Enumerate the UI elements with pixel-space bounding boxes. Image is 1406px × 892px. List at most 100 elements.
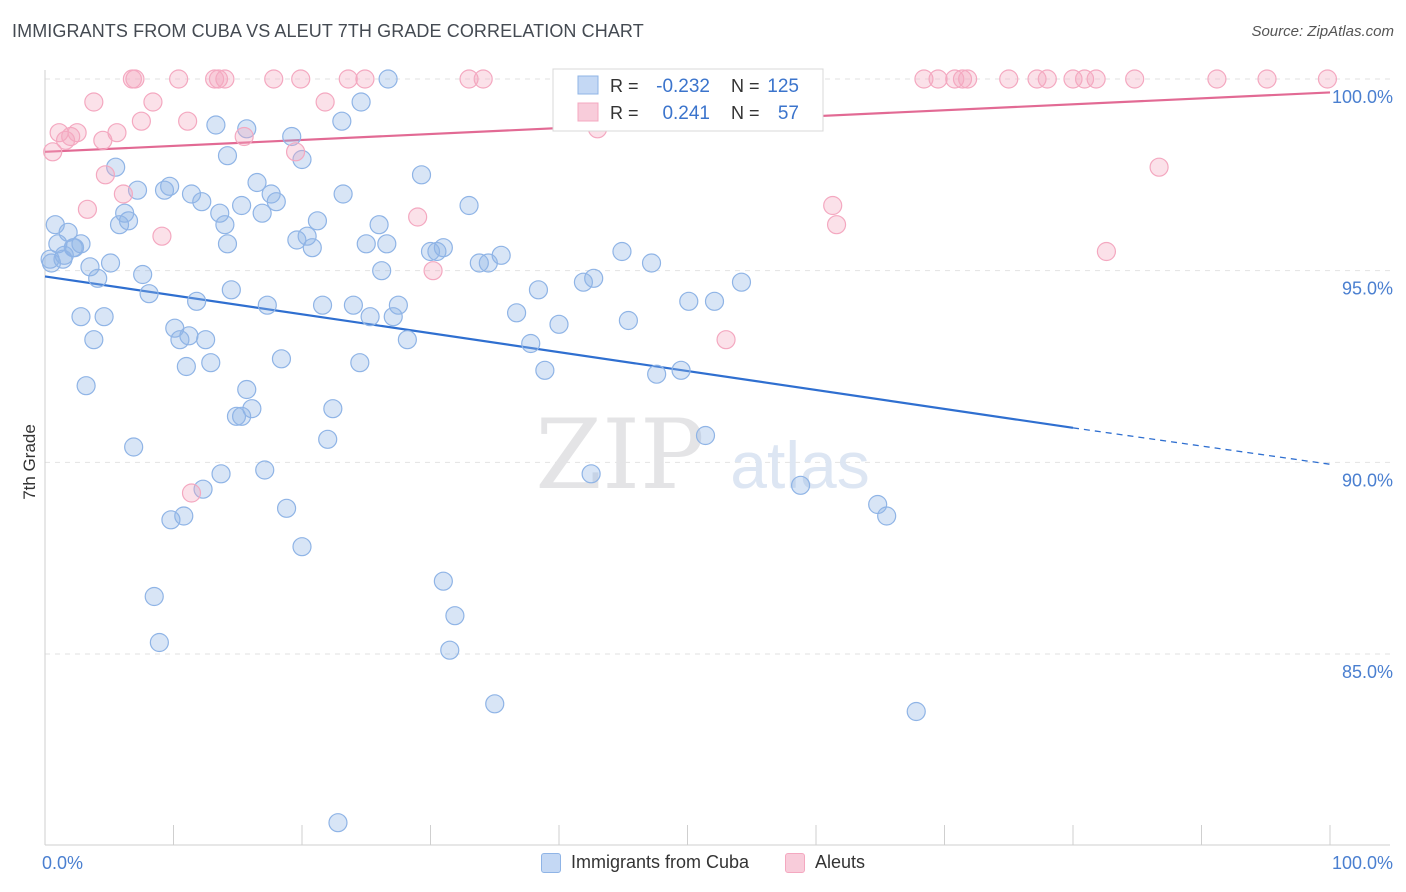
point-cuba [226, 406, 247, 426]
stats-n-label: N = [731, 76, 760, 96]
point-aleut [43, 142, 63, 162]
stats-r-label: R = [610, 103, 639, 123]
point-aleut [408, 207, 428, 227]
point-aleut [716, 330, 736, 350]
point-cuba [217, 234, 238, 254]
point-aleut [315, 92, 335, 112]
trendline-cuba-projection [1072, 427, 1331, 465]
point-aleut [459, 69, 479, 89]
point-cuba [232, 195, 252, 216]
point-cuba [332, 111, 352, 131]
point-cuba [790, 475, 811, 495]
point-cuba [174, 506, 194, 526]
point-aleut [143, 92, 163, 112]
point-aleut [208, 69, 229, 89]
point-cuba [292, 537, 312, 557]
point-cuba [411, 165, 432, 185]
point-cuba [360, 307, 380, 327]
point-cuba [731, 272, 752, 292]
point-aleut [215, 69, 235, 89]
point-cuba [459, 195, 479, 216]
point-cuba [179, 326, 199, 346]
point-cuba [528, 280, 549, 300]
legend-item-aleuts[interactable]: Aleuts [785, 852, 865, 873]
legend-swatch-pink [785, 852, 806, 873]
point-cuba [485, 694, 505, 714]
point-cuba [647, 364, 667, 384]
point-cuba [573, 272, 594, 292]
legend-label-cuba: Immigrants from Cuba [570, 852, 750, 872]
point-aleut [914, 69, 934, 89]
point-cuba [287, 230, 307, 250]
point-cuba [440, 640, 460, 660]
legend-swatch-blue [540, 852, 561, 873]
point-cuba [612, 241, 632, 262]
point-cuba [211, 464, 231, 484]
y-tick-label: 95.0% [1342, 279, 1393, 299]
point-cuba [378, 69, 398, 89]
point-cuba [491, 245, 511, 265]
point-cuba [215, 215, 235, 235]
point-cuba [237, 379, 257, 400]
point-cuba [297, 226, 317, 246]
point-cuba [307, 211, 328, 231]
point-cuba [221, 280, 241, 300]
legend: Immigrants from Cuba Aleuts [0, 852, 1406, 873]
point-aleut [131, 111, 151, 131]
point-cuba [201, 353, 221, 373]
point-cuba [641, 253, 662, 273]
point-cuba [521, 333, 541, 354]
watermark-zip: ZIP [535, 399, 704, 511]
point-aleut [338, 69, 358, 89]
point-cuba [210, 203, 230, 223]
point-cuba [187, 291, 207, 311]
point-cuba [276, 498, 297, 518]
point-cuba [252, 203, 272, 223]
point-cuba [333, 184, 353, 204]
y-tick-label: 85.0% [1342, 662, 1393, 682]
point-cuba [323, 399, 343, 419]
point-aleut [1074, 69, 1095, 89]
source-label: Source: ZipAtlas.com [1251, 23, 1394, 40]
point-aleut [999, 69, 1019, 89]
point-cuba [71, 307, 91, 327]
point-aleut [823, 195, 843, 216]
point-aleut [1096, 241, 1117, 262]
stats-n-value: 125 [767, 76, 799, 97]
point-cuba [127, 180, 148, 200]
point-aleut [125, 69, 145, 89]
point-cuba [84, 330, 104, 350]
point-cuba [445, 606, 465, 626]
point-cuba [420, 241, 441, 262]
y-tick-label: 90.0% [1342, 470, 1393, 490]
x-tick-label: 100.0% [1332, 853, 1393, 873]
point-aleut [473, 69, 493, 89]
point-cuba [149, 632, 169, 653]
point-aleut [1125, 69, 1145, 89]
point-cuba [257, 295, 277, 315]
point-cuba [176, 356, 196, 377]
point-cuba [247, 172, 267, 193]
point-aleut [77, 199, 98, 219]
point-cuba [71, 234, 91, 254]
point-cuba [232, 406, 252, 426]
point-aleut [928, 69, 948, 89]
point-cuba [671, 360, 691, 380]
point-cuba [206, 115, 226, 135]
watermark-atlas: atlas [730, 428, 869, 502]
legend-item-cuba[interactable]: Immigrants from Cuba [540, 852, 750, 873]
stats-n-label: N = [731, 103, 760, 123]
point-aleut [1317, 69, 1338, 89]
point-aleut [423, 261, 443, 281]
stats-box: R = -0.232 N = 125 R = 0.241 N = 57 [552, 68, 824, 132]
point-aleut [181, 483, 202, 503]
point-cuba [282, 126, 302, 147]
point-aleut [1063, 69, 1083, 89]
point-cuba [237, 119, 257, 139]
x-tick-label: 0.0% [42, 853, 83, 873]
point-cuba [549, 314, 569, 334]
point-cuba [906, 701, 926, 722]
point-cuba [53, 249, 73, 269]
point-cuba [161, 510, 181, 530]
point-cuba [535, 360, 555, 380]
